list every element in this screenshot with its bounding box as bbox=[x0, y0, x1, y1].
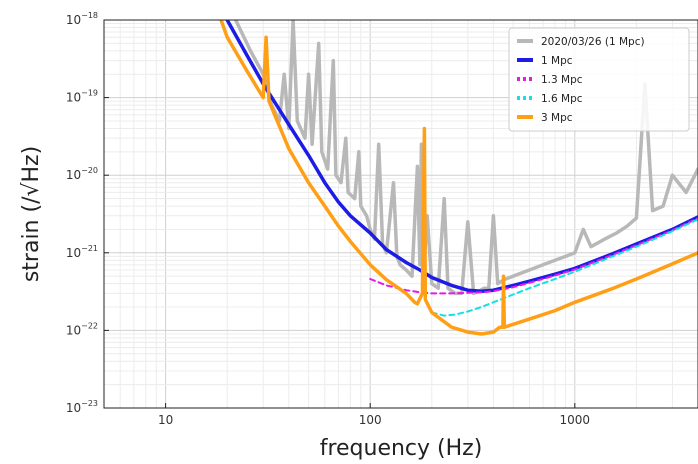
grid bbox=[103, 20, 698, 409]
series-line-2 bbox=[369, 217, 698, 295]
x-axis-label: frequency (Hz) bbox=[320, 436, 483, 461]
legend: 2020/03/26 (1 Mpc) 1 Mpc 1.3 Mpc 1.6 Mpc 3 M… bbox=[508, 27, 690, 132]
legend-label: 1.6 Mpc bbox=[541, 93, 583, 105]
series-line-0 bbox=[233, 20, 698, 296]
x-tick-label: 100 bbox=[359, 413, 382, 427]
plot-area-frame bbox=[103, 19, 698, 409]
x-tick-label: 10 bbox=[158, 413, 173, 427]
legend-box bbox=[508, 27, 690, 132]
legend-label: 1.3 Mpc bbox=[541, 74, 583, 86]
series-line-4 bbox=[219, 20, 698, 336]
x-tick-label: 1000 bbox=[560, 413, 591, 427]
legend-label: 1 Mpc bbox=[541, 55, 573, 67]
legend-label: 2020/03/26 (1 Mpc) bbox=[541, 36, 645, 48]
series-group bbox=[219, 20, 698, 336]
series-line-3 bbox=[430, 218, 698, 317]
y-axis-label: strain (/√Hz) bbox=[19, 146, 44, 282]
legend-label: 3 Mpc bbox=[541, 112, 573, 124]
